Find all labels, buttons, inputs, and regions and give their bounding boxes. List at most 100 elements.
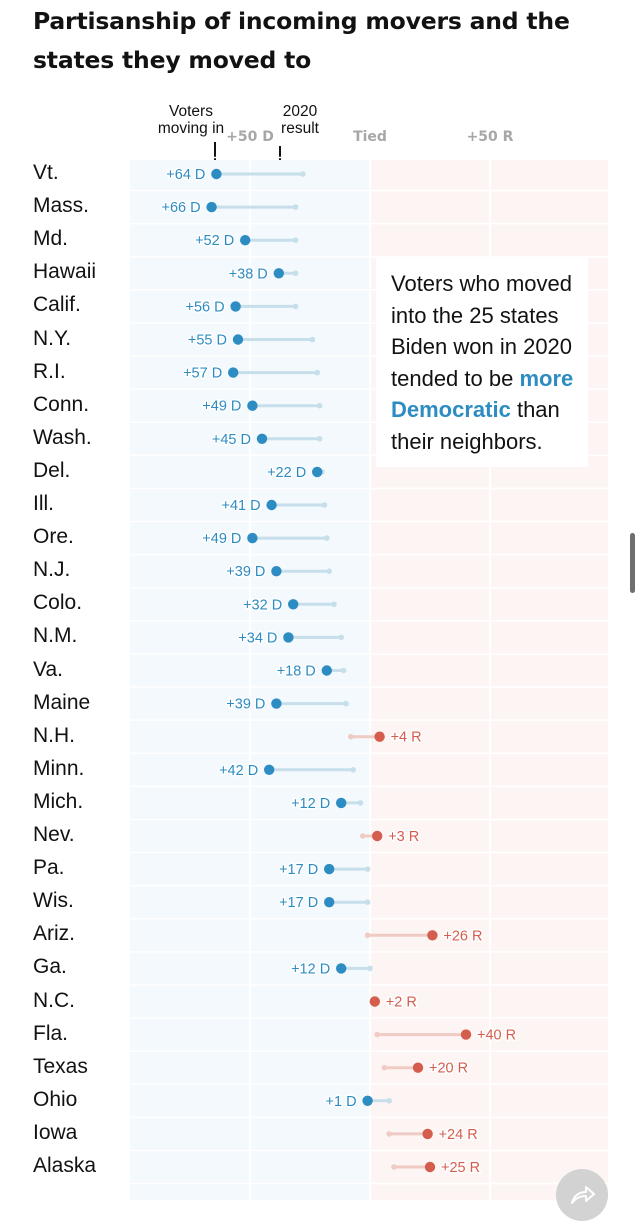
state-label: Fla. [33, 1021, 69, 1045]
movers-dot [230, 301, 241, 312]
value-label: +41 D [221, 498, 260, 514]
state-label: Mass. [33, 194, 90, 218]
x-tick-label: Tied [353, 129, 387, 145]
result-dot [364, 899, 371, 905]
state-label: N.J. [33, 558, 71, 582]
state-label: Pa. [33, 856, 65, 880]
value-label: +45 D [212, 432, 251, 448]
chart-callout: Voters who moved into the 25 states Bide… [376, 258, 588, 467]
value-label: +40 R [477, 1028, 516, 1044]
result-dot [386, 1098, 393, 1104]
result-dot [324, 535, 330, 541]
value-label: +38 D [229, 266, 268, 282]
state-label: Texas [33, 1054, 88, 1078]
value-label: +17 D [279, 862, 318, 878]
legend-movers-label: Voters moving in [157, 103, 225, 137]
movers-dot [228, 367, 239, 378]
movers-dot [288, 599, 299, 610]
result-dot [386, 1131, 393, 1137]
result-dot [309, 336, 316, 343]
state-label: Del. [33, 458, 71, 482]
value-label: +12 D [291, 961, 330, 977]
value-label: +34 D [238, 630, 277, 646]
result-dot [300, 171, 306, 177]
result-dot [321, 502, 328, 508]
movers-dot [240, 235, 251, 246]
state-label: Calif. [33, 293, 81, 317]
state-label: Wis. [33, 889, 74, 913]
movers-dot [232, 334, 244, 345]
state-label: Mich. [33, 789, 84, 813]
result-dot [316, 436, 323, 442]
state-label: Ariz. [33, 922, 75, 946]
movers-dot [206, 201, 217, 213]
state-label: Minn. [33, 756, 85, 780]
share-arrow-icon [571, 1186, 595, 1204]
value-label: +39 D [226, 697, 265, 713]
state-label: Vt. [33, 161, 59, 184]
legend-result-marker [279, 146, 281, 166]
movers-dot [312, 466, 323, 478]
value-label: +2 R [386, 995, 417, 1011]
value-label: +3 R [388, 829, 419, 845]
result-dot [326, 568, 333, 574]
result-dot [340, 667, 347, 674]
state-label: Ill. [33, 492, 54, 515]
movers-dot [372, 830, 383, 842]
movers-dot [247, 532, 258, 544]
state-label: Colo. [33, 591, 83, 615]
result-dot [357, 800, 364, 806]
state-label: Ohio [33, 1087, 78, 1111]
movers-dot [271, 698, 282, 709]
state-label: Ore. [33, 525, 74, 549]
value-label: +18 D [277, 664, 316, 680]
x-tick-label: +50 R [466, 129, 514, 145]
x-tick-label: +50 D [226, 129, 274, 145]
movers-dot [256, 433, 268, 444]
scrollbar[interactable] [630, 533, 635, 593]
state-label: Nev. [33, 823, 75, 846]
value-label: +42 D [219, 763, 258, 779]
state-label: Ga. [33, 955, 67, 979]
state-label: Alaska [33, 1154, 97, 1177]
value-label: +20 R [429, 1061, 468, 1077]
state-label: N.C. [33, 988, 75, 1012]
result-dot [292, 204, 299, 210]
movers-dot [424, 1161, 436, 1173]
movers-dot [422, 1128, 433, 1140]
state-label: R.I. [33, 359, 66, 383]
result-dot [364, 932, 371, 939]
legend-result-label: 2020 result [281, 103, 319, 137]
movers-dot [369, 996, 380, 1007]
state-label: Iowa [33, 1120, 78, 1144]
result-dot [391, 1164, 397, 1170]
state-label: Hawaii [33, 260, 97, 284]
value-label: +1 D [326, 1094, 357, 1110]
movers-dot [271, 566, 282, 577]
value-label: +12 D [291, 796, 330, 812]
movers-dot [324, 897, 335, 908]
state-label: N.H. [33, 723, 75, 747]
result-dot [292, 303, 299, 310]
state-label: Maine [33, 690, 91, 714]
movers-dot [324, 863, 335, 875]
movers-dot [266, 499, 277, 511]
state-label: Md. [33, 227, 69, 251]
value-label: +49 D [202, 399, 241, 415]
result-dot [292, 270, 299, 277]
value-label: +64 D [166, 167, 205, 183]
result-dot [381, 1064, 388, 1071]
value-label: +22 D [267, 465, 306, 481]
movers-dot [374, 731, 385, 742]
state-label: N.Y. [33, 326, 72, 350]
result-dot [348, 733, 354, 740]
chart-title: Partisanship of incoming movers and the … [33, 7, 570, 74]
movers-dot [362, 1095, 373, 1107]
movers-dot [283, 632, 294, 643]
share-button[interactable] [556, 1169, 608, 1221]
result-dot [350, 767, 357, 773]
value-label: +4 R [391, 730, 422, 746]
movers-dot [460, 1029, 472, 1040]
value-label: +56 D [185, 299, 224, 315]
